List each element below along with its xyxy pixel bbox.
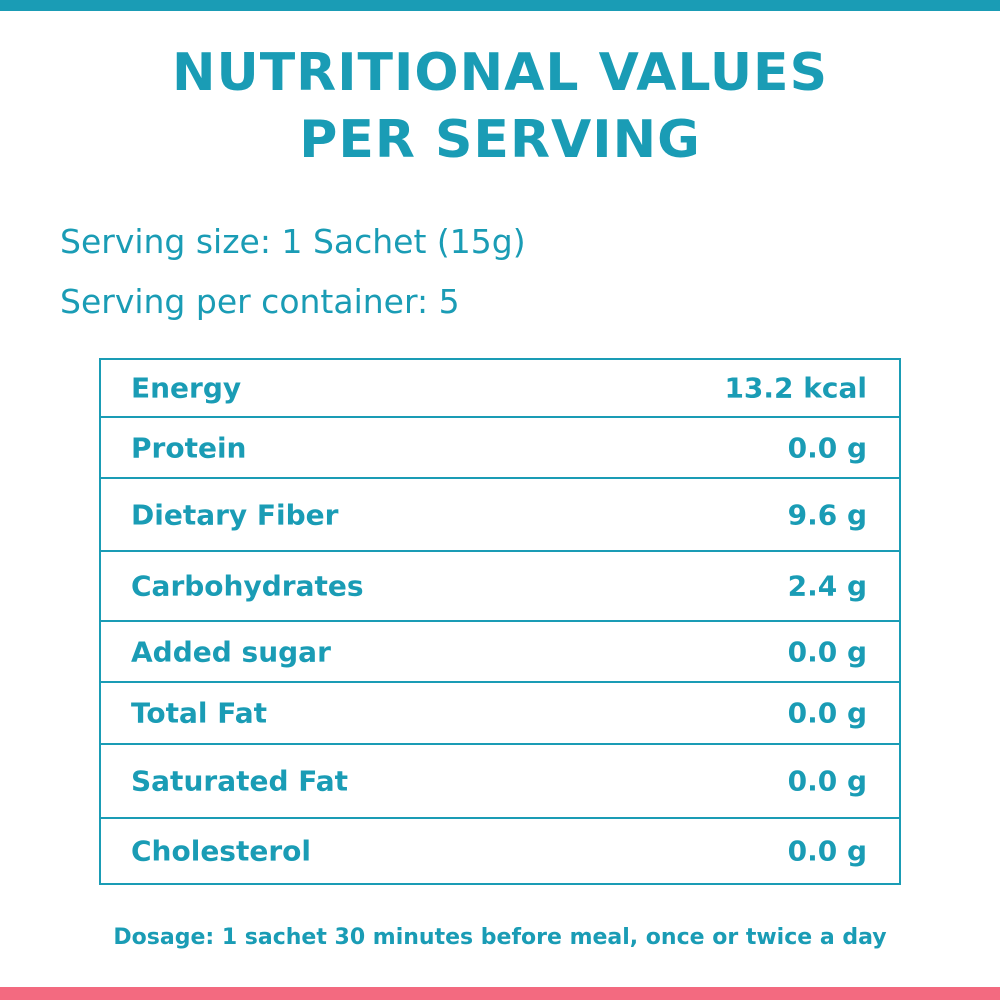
page-title: NUTRITIONAL VALUES PER SERVING [0, 40, 1000, 174]
table-row: Saturated Fat 0.0 g [101, 745, 899, 819]
bottom-accent-bar [0, 987, 1000, 1000]
nutrient-value: 0.0 g [787, 764, 867, 798]
table-row: Added sugar 0.0 g [101, 622, 899, 683]
nutrient-name: Carbohydrates [131, 569, 364, 603]
nutrient-value: 9.6 g [787, 498, 867, 531]
nutrient-name: Protein [131, 431, 247, 464]
nutrition-table: Energy 13.2 kcal Protein 0.0 g Dietary F… [99, 358, 901, 885]
nutrient-name: Dietary Fiber [131, 498, 339, 531]
nutrient-value: 0.0 g [787, 834, 867, 868]
nutrient-name: Energy [131, 371, 242, 405]
table-row: Cholesterol 0.0 g [101, 819, 899, 883]
nutrient-name: Saturated Fat [131, 764, 349, 798]
nutrient-name: Added sugar [131, 635, 331, 668]
nutrient-value: 0.0 g [787, 431, 867, 464]
table-row: Total Fat 0.0 g [101, 683, 899, 745]
nutrient-value: 0.0 g [787, 635, 867, 668]
serving-size-text: Serving size: 1 Sachet (15g) [60, 222, 526, 261]
nutrient-value: 13.2 kcal [724, 371, 867, 405]
nutrient-value: 0.0 g [787, 696, 867, 730]
nutrient-name: Cholesterol [131, 834, 311, 868]
dosage-text: Dosage: 1 sachet 30 minutes before meal,… [113, 925, 887, 950]
title-line-2: PER SERVING [299, 110, 701, 170]
serving-per-container-text: Serving per container: 5 [60, 282, 460, 321]
nutrient-value: 2.4 g [787, 569, 867, 603]
table-row: Carbohydrates 2.4 g [101, 552, 899, 622]
title-line-1: NUTRITIONAL VALUES [171, 43, 829, 103]
table-row: Dietary Fiber 9.6 g [101, 479, 899, 552]
top-accent-bar [0, 0, 1000, 11]
nutrient-name: Total Fat [131, 696, 268, 730]
table-row: Protein 0.0 g [101, 418, 899, 479]
table-row: Energy 13.2 kcal [101, 360, 899, 418]
